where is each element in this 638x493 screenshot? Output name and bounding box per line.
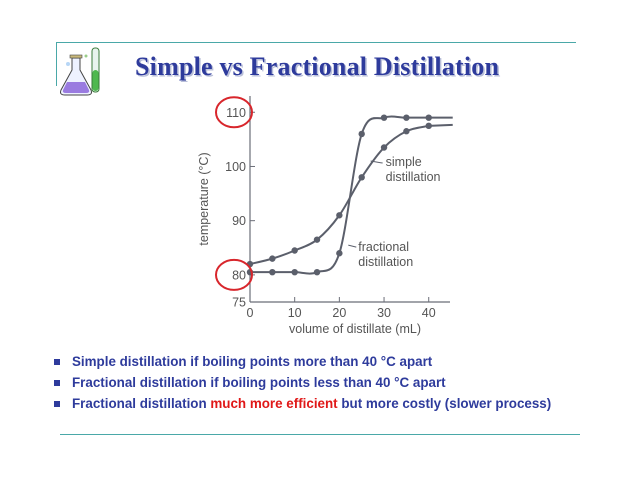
data-point	[358, 174, 365, 181]
bullet-text: Fractional distillation if boiling point…	[72, 375, 446, 390]
y-tick-label: 110	[226, 106, 246, 120]
bullet-square-icon	[54, 359, 60, 365]
y-tick-label: 100	[225, 160, 246, 174]
left-rule	[56, 42, 57, 86]
series-label-simple: distillation	[386, 170, 441, 184]
top-rule	[56, 42, 576, 43]
bullet-item: Fractional distillation if boiling point…	[52, 372, 551, 393]
data-point	[269, 255, 276, 262]
bullet-text: Simple distillation if boiling points mo…	[72, 354, 433, 369]
bullet-text-after: but more costly (slower process)	[337, 396, 552, 411]
data-point	[336, 212, 343, 219]
annotation-circle	[215, 96, 253, 129]
annotation-circle	[215, 258, 253, 291]
slide-title: Simple vs Fractional Distillation	[135, 52, 500, 81]
x-tick-label: 10	[288, 306, 302, 320]
series-line-fractional	[250, 115, 453, 275]
data-point	[313, 268, 321, 276]
data-point	[336, 250, 343, 257]
y-tick-label: 80	[232, 268, 246, 282]
flask-logo-icon	[58, 44, 110, 100]
series-label-leader	[348, 244, 357, 248]
bullet-item: Fractional distillation much more effici…	[52, 393, 551, 414]
series-label-fractional: fractional	[358, 240, 409, 254]
data-point	[269, 268, 276, 276]
data-point	[380, 114, 388, 121]
y-tick-label: 75	[232, 296, 246, 310]
y-tick-label: 90	[232, 214, 246, 228]
bullet-list: Simple distillation if boiling points mo…	[52, 351, 551, 414]
x-tick-label: 30	[377, 306, 391, 320]
series-label-fractional: distillation	[358, 255, 413, 269]
bullet-item: Simple distillation if boiling points mo…	[52, 351, 551, 372]
data-point	[380, 144, 388, 151]
bullet-highlight: much more efficient	[210, 396, 338, 411]
data-point	[403, 114, 410, 121]
series-label-simple: simple	[386, 155, 422, 169]
bullet-text-before: Fractional distillation	[72, 396, 211, 411]
data-point	[291, 268, 298, 276]
data-point	[291, 247, 298, 254]
data-point	[403, 128, 410, 135]
y-axis-label: temperature (°C)	[197, 152, 211, 245]
bullet-square-icon	[54, 401, 60, 407]
bottom-rule	[60, 434, 580, 435]
data-point	[425, 114, 432, 121]
data-point	[358, 130, 365, 138]
x-tick-label: 20	[332, 306, 346, 320]
x-tick-label: 0	[247, 306, 254, 320]
series-label-leader	[370, 160, 383, 164]
x-tick-label: 40	[422, 306, 436, 320]
data-point	[313, 236, 321, 243]
data-point	[425, 122, 432, 130]
x-axis-label: volume of distillate (mL)	[289, 322, 421, 336]
bullet-square-icon	[54, 380, 60, 386]
